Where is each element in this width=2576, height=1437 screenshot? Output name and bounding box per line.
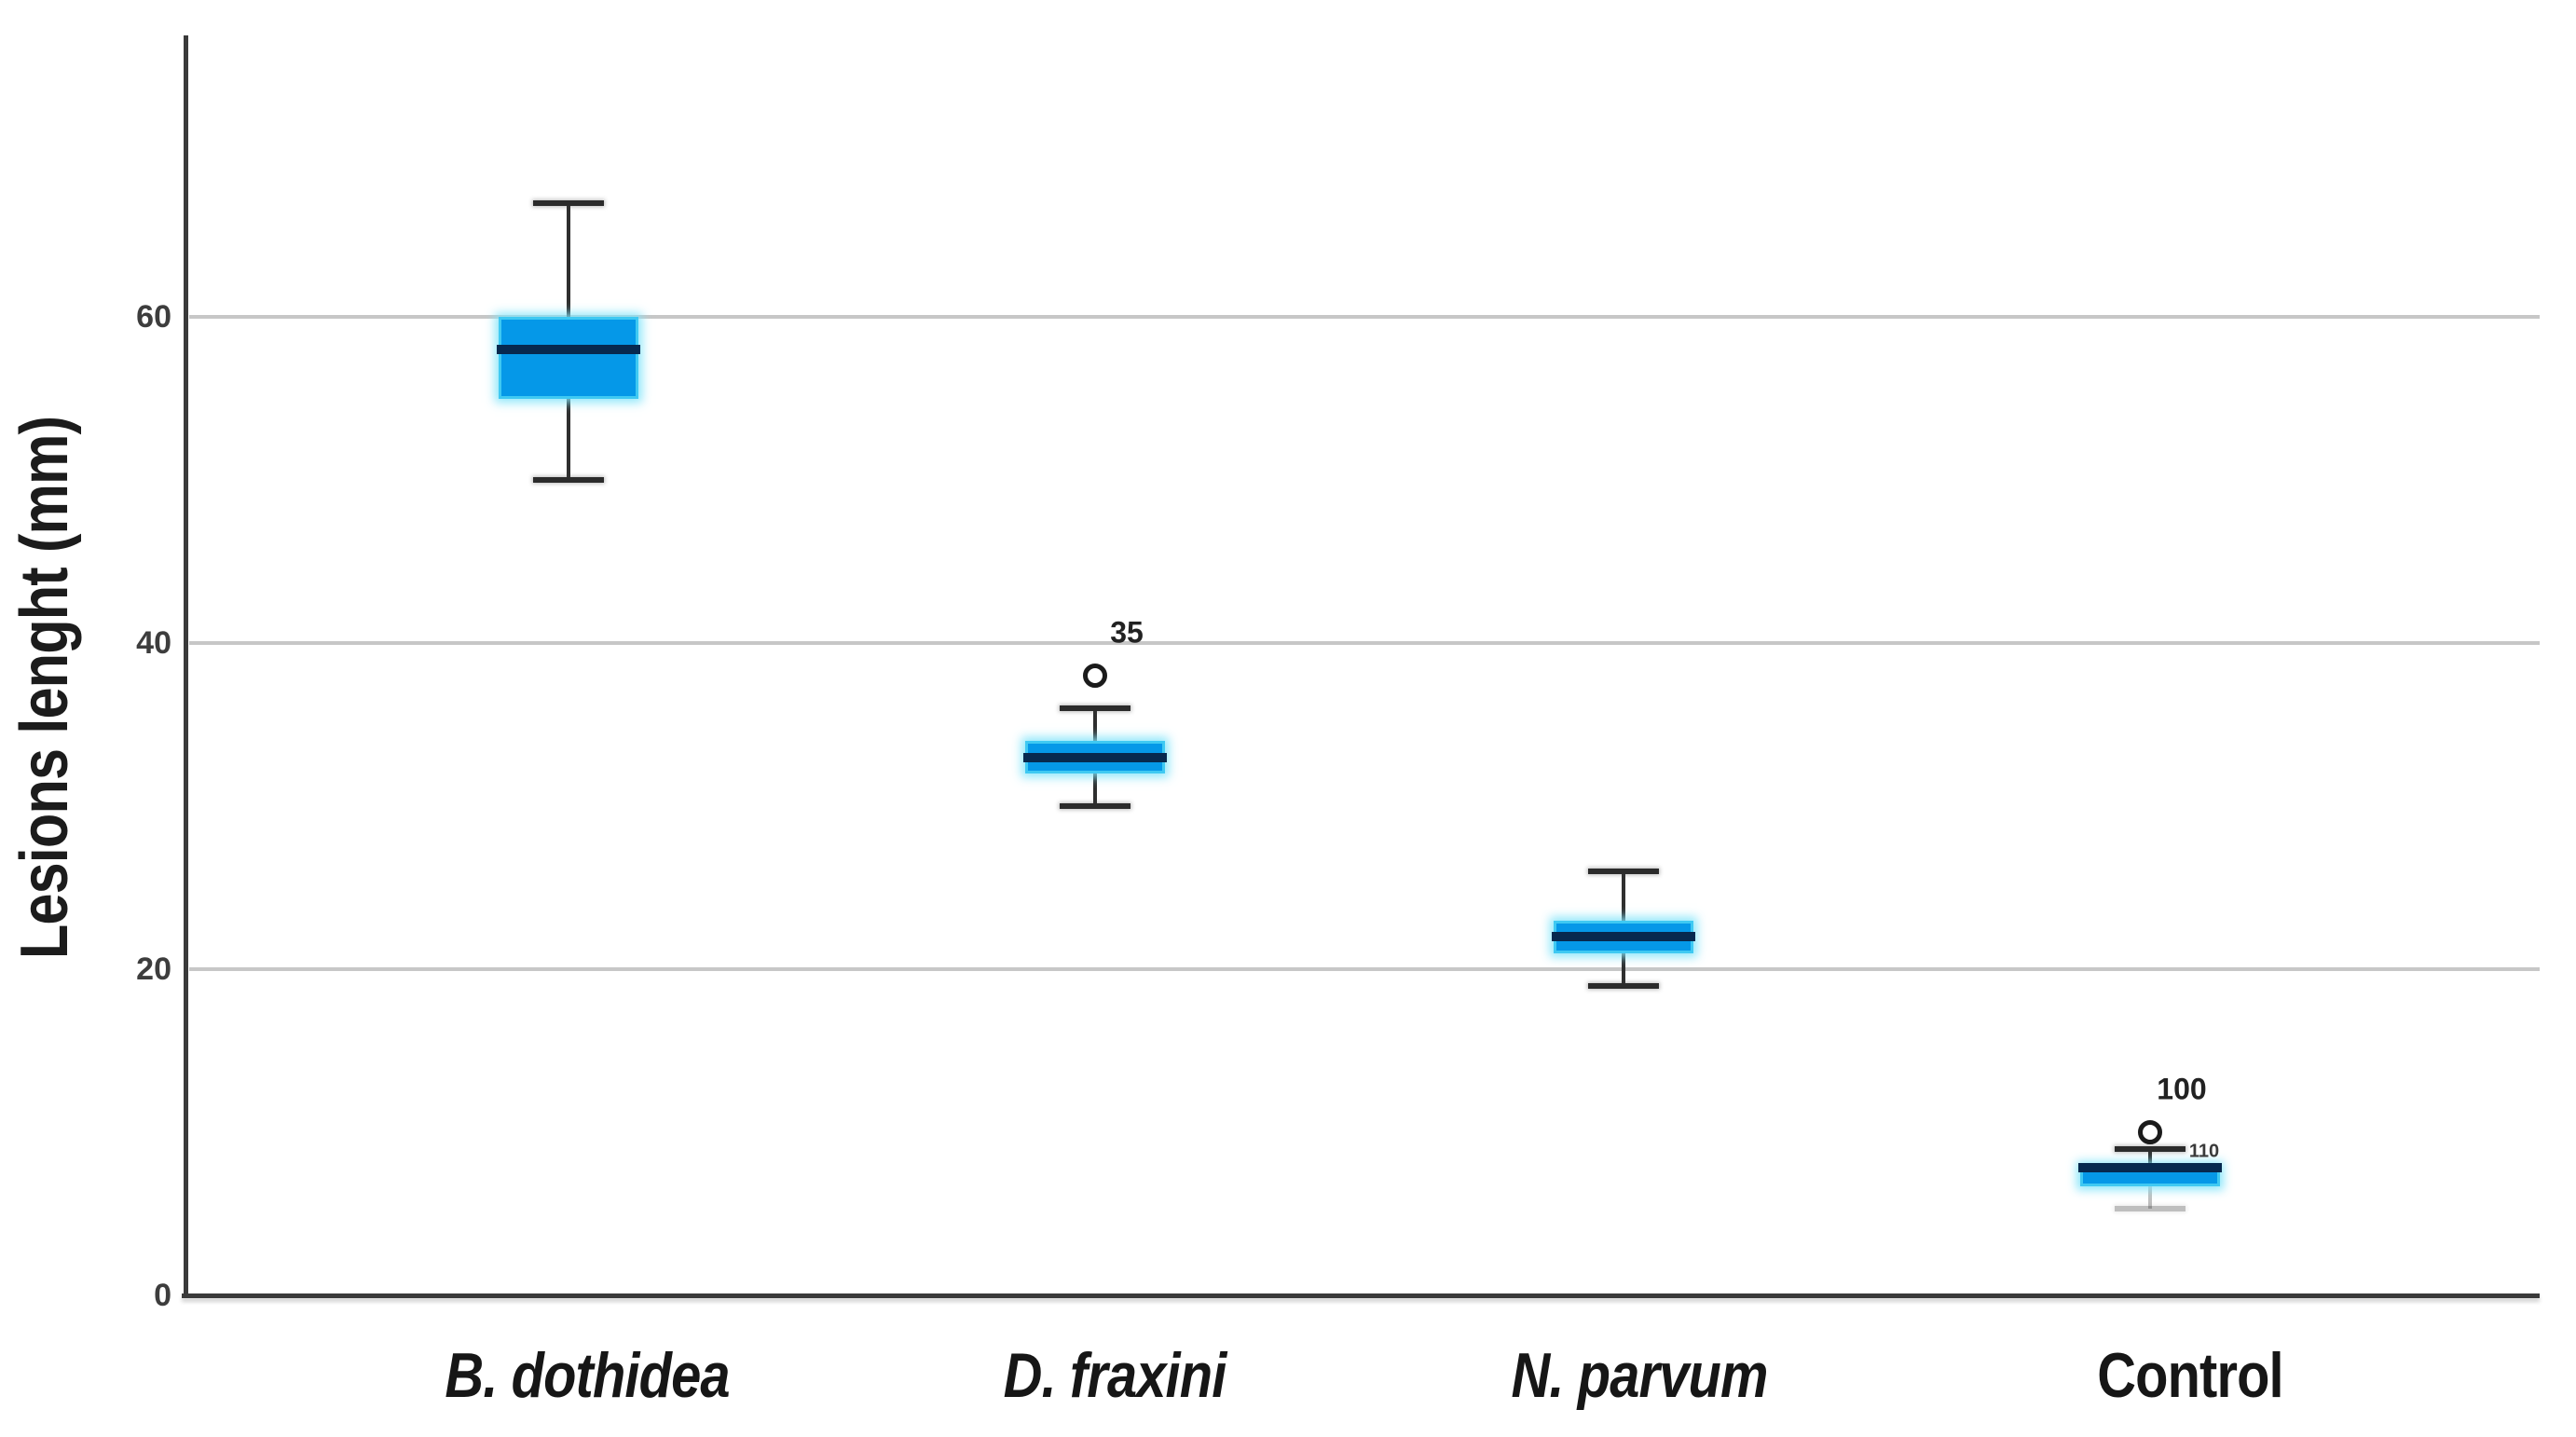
median-d-fraxini (1023, 752, 1167, 762)
whisker-lower-d-fraxini (1093, 773, 1097, 806)
outlier-case-label-control: 100 (2157, 1072, 2207, 1106)
whisker-cap-lower-d-fraxini (1060, 803, 1130, 809)
whisker-cap-lower-control (2115, 1206, 2185, 1212)
whisker-upper-control (2148, 1148, 2152, 1165)
whisker-cap-upper-b-dothidea (533, 199, 604, 206)
whisker-lower-n-parvum (1622, 952, 1625, 986)
y-tick-label-20: 20 (136, 951, 171, 987)
category-label-n-parvum: N. parvum (1511, 1340, 1768, 1411)
y-tick-label-60: 60 (136, 299, 171, 335)
outlier-case-label-d-fraxini: 35 (1110, 615, 1144, 650)
x-axis-line (182, 1293, 2540, 1298)
box-b-dothidea (499, 317, 638, 399)
gridline-20 (189, 967, 2540, 971)
y-axis-title: Lesions lenght (mm) (7, 416, 82, 960)
gridline-40 (189, 641, 2540, 645)
y-tick-label-0: 0 (154, 1278, 171, 1313)
whisker-lower-control (2148, 1185, 2152, 1210)
whisker-lower-b-dothidea (567, 398, 570, 480)
gridline-60 (189, 315, 2540, 319)
whisker-upper-d-fraxini (1093, 708, 1097, 741)
category-label-d-fraxini: D. fraxini (1003, 1340, 1227, 1411)
whisker-cap-lower-n-parvum (1588, 982, 1659, 989)
y-axis-line (184, 35, 188, 1298)
category-label-control: Control (2097, 1340, 2283, 1411)
median-control (2078, 1163, 2222, 1172)
whisker-cap-upper-d-fraxini (1060, 705, 1130, 711)
median-n-parvum (1552, 932, 1695, 941)
whisker-cap-upper-control (2115, 1145, 2185, 1152)
category-label-b-dothidea: B. dothidea (445, 1340, 730, 1411)
extra-case-label-control: 110 (2188, 1141, 2220, 1161)
whisker-cap-lower-b-dothidea (533, 477, 604, 483)
whisker-cap-upper-n-parvum (1588, 869, 1659, 874)
y-tick-label-40: 40 (136, 625, 171, 661)
outlier-marker-d-fraxini (1083, 664, 1107, 688)
outlier-marker-control (2138, 1120, 2162, 1144)
median-b-dothidea (497, 345, 640, 354)
whisker-upper-b-dothidea (567, 202, 570, 317)
whisker-upper-n-parvum (1622, 871, 1625, 921)
